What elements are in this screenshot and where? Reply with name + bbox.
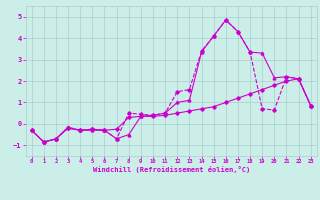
X-axis label: Windchill (Refroidissement éolien,°C): Windchill (Refroidissement éolien,°C)	[92, 166, 250, 173]
